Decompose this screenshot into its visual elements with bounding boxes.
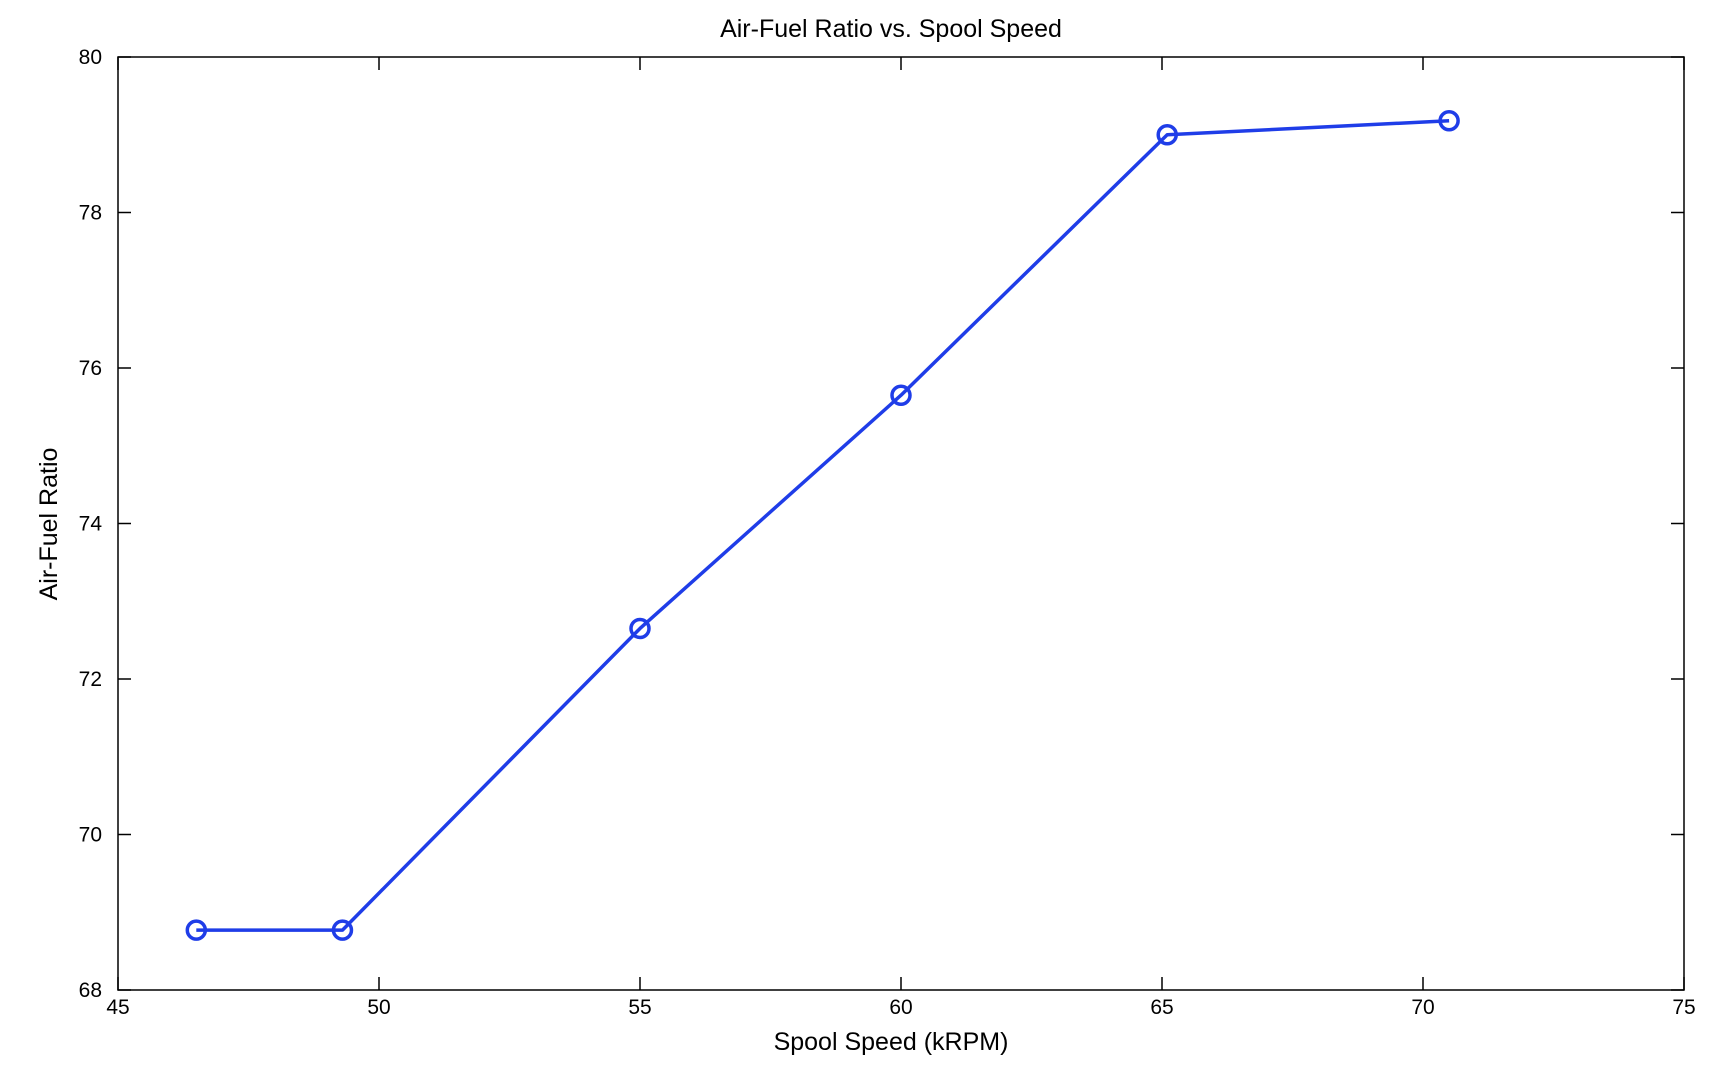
series-group — [185, 110, 1460, 941]
plot-frame — [117, 56, 1685, 991]
y-tick-label: 68 — [79, 979, 102, 1002]
x-tick-label: 75 — [1672, 996, 1695, 1019]
y-axis: 68 70 72 74 76 78 80 — [79, 46, 1684, 1002]
y-tick-label: 76 — [79, 357, 102, 380]
data-point — [331, 919, 354, 941]
x-tick-label: 50 — [367, 996, 390, 1019]
chart-title: Air-Fuel Ratio vs. Spool Speed — [720, 15, 1062, 43]
data-point — [890, 384, 912, 406]
y-tick-label: 80 — [79, 46, 102, 69]
y-tick-label: 74 — [79, 513, 103, 536]
y-tick-label: 72 — [79, 668, 102, 691]
x-tick-label: 60 — [889, 996, 912, 1019]
data-point — [629, 617, 651, 640]
x-tick-label: 70 — [1411, 996, 1434, 1019]
x-axis-title: Spool Speed (kRPM) — [774, 1028, 1009, 1056]
y-axis-title: Air-Fuel Ratio — [35, 448, 63, 601]
y-tick-label: 70 — [79, 824, 102, 847]
y-tick-label: 78 — [79, 202, 102, 225]
data-point — [185, 919, 208, 941]
data-point — [1156, 124, 1178, 146]
x-tick-label: 65 — [1150, 996, 1173, 1019]
x-axis: 45 50 55 60 65 70 75 — [106, 57, 1696, 1019]
x-tick-label: 55 — [628, 996, 651, 1019]
x-tick-label: 45 — [106, 996, 129, 1019]
plot-frame-rect — [117, 56, 1685, 991]
data-point — [1438, 110, 1460, 132]
series-line — [196, 119, 1450, 932]
